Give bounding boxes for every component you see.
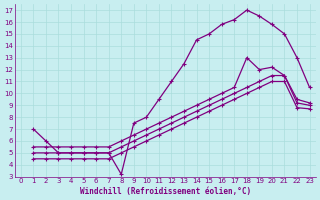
- X-axis label: Windchill (Refroidissement éolien,°C): Windchill (Refroidissement éolien,°C): [80, 187, 251, 196]
